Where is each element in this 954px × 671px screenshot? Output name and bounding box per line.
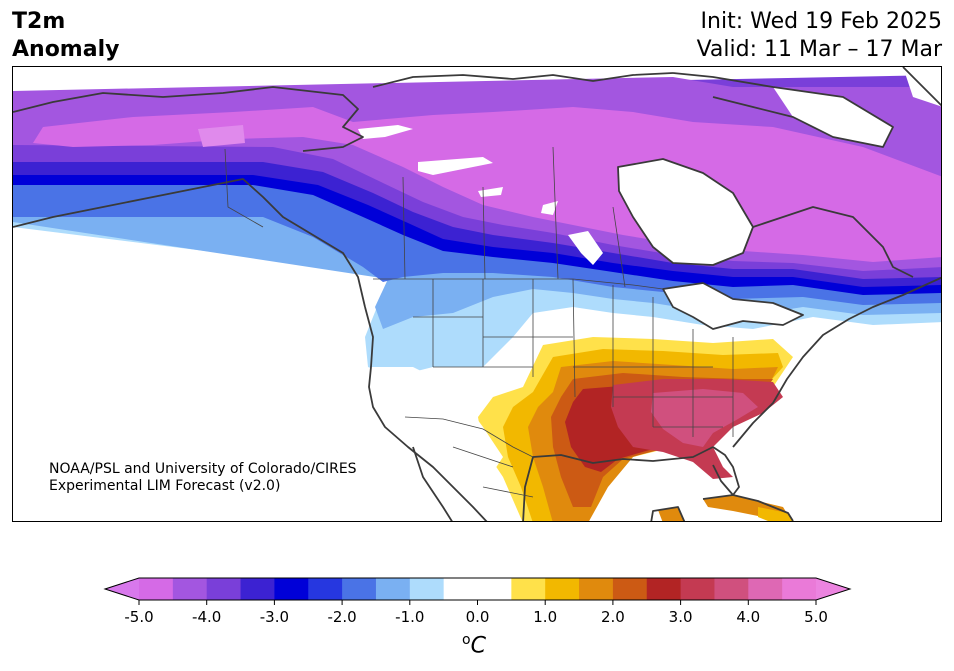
colorbar-swatch [579, 578, 614, 600]
valid-range: Valid: 11 Mar – 17 Mar [696, 37, 942, 62]
title-line-1: T2m [12, 9, 66, 34]
us-state-lines-e [573, 285, 734, 437]
colorbar-tick-label: -3.0 [260, 608, 289, 626]
cold-core-pink [198, 125, 245, 147]
mexico-gulf-coast [522, 446, 714, 521]
warm-cuba-edge [758, 507, 793, 521]
great-lakes-outline [662, 282, 804, 330]
cold-anomaly-bands [13, 75, 941, 377]
canada-provinces [402, 146, 626, 288]
colorbar-tick-label: 1.0 [533, 608, 557, 626]
baffin-island [672, 72, 894, 148]
colorbar-tick-label: 2.0 [601, 608, 625, 626]
forecast-dates: Init: Wed 19 Feb 2025 Valid: 11 Mar – 17… [697, 8, 942, 64]
colorbar-tick-label: 5.0 [804, 608, 828, 626]
colorbar-tick-label: 4.0 [736, 608, 760, 626]
lake-athabasca [541, 201, 558, 215]
baja [412, 446, 453, 521]
colorbar-swatch [680, 578, 715, 600]
greenland-coast [902, 67, 941, 107]
colorbar-swatch [139, 578, 174, 600]
us-canada-border [373, 278, 664, 290]
great-lakes [663, 283, 803, 329]
colorbar-ticks: -5.0 -4.0 -3.0 -2.0 -1.0 0.0 1.0 2.0 3.0 4.0 5.0 [124, 600, 828, 626]
mexico-states [452, 446, 534, 498]
colorbar-swatch [714, 578, 749, 600]
colorbar-swatch [612, 578, 648, 600]
colorbar-tick-label: -5.0 [124, 608, 153, 626]
colorbar-swatch [274, 578, 309, 600]
unit-degree: o [462, 632, 471, 648]
title-line-2: Anomaly [12, 37, 120, 62]
colorbar-swatch [172, 578, 208, 600]
coastlines [13, 67, 941, 521]
colorbar-swatch [477, 578, 512, 600]
colorbar-unit: oC [462, 632, 486, 658]
warm-anomaly-bands [478, 337, 793, 521]
colorbar-swatch [782, 578, 817, 600]
us-state-lines-w [413, 278, 576, 398]
arctic-islands [372, 72, 674, 88]
colorbar-tick-label: -4.0 [192, 608, 221, 626]
colorbar-swatch [308, 578, 343, 600]
colorbar-extend-low [105, 578, 139, 600]
colorbar-swatch [545, 578, 580, 600]
colorbar-swatch [240, 578, 275, 600]
colorbar-extend-high [816, 578, 850, 600]
init-date: Init: Wed 19 Feb 2025 [700, 9, 942, 34]
bay-north [358, 125, 413, 139]
colorbar-swatches [103, 577, 852, 601]
east-coast [732, 276, 941, 448]
map-title: T2m Anomaly [12, 8, 119, 64]
lake-great-bear [418, 157, 493, 175]
pacific-nw-white [368, 367, 503, 497]
labrador-coast [752, 206, 914, 278]
warm-band-pink [651, 389, 758, 447]
alaska-south-coast [13, 178, 366, 308]
colorbar-outline [103, 577, 852, 601]
colorbar-swatch [342, 578, 377, 600]
baffin-gap [773, 87, 893, 147]
lake-great-slave [478, 187, 503, 197]
colorbar-swatch [443, 578, 478, 600]
colorbar-swatch [748, 578, 783, 600]
colorbar-tick-label: 3.0 [669, 608, 693, 626]
colorbar-swatch [511, 578, 546, 600]
anomaly-map [12, 66, 942, 522]
colorbar-tick-label: -1.0 [395, 608, 424, 626]
colorbar-tick-label: -2.0 [327, 608, 356, 626]
gulf-white [611, 497, 663, 521]
colorbar-swatch [409, 578, 445, 600]
political-borders [224, 146, 734, 498]
map-canvas [13, 67, 941, 521]
hudson-coast [617, 158, 754, 266]
unit-letter: C [470, 633, 486, 659]
colorbar-swatch [206, 578, 242, 600]
hudson-bay [618, 159, 753, 265]
florida [712, 446, 740, 496]
alaska-coast [13, 86, 364, 152]
credit-line-2: Experimental LIM Forecast (v2.0) [49, 478, 281, 494]
credit-line-1: NOAA/PSL and University of Colorado/CIRE… [49, 461, 357, 477]
alaska-border [224, 148, 264, 228]
yucatan-coast [650, 506, 686, 521]
colorbar-swatch [646, 578, 682, 600]
us-mexico-border [404, 416, 534, 458]
colorbar-swatch [375, 578, 411, 600]
credit-text: NOAA/PSL and University of Colorado/CIRE… [49, 461, 357, 495]
lake-winnipeg [568, 231, 603, 265]
colorbar-tick-label: 0.0 [466, 608, 490, 626]
cuba-coast [702, 494, 794, 521]
west-coast [364, 306, 488, 521]
